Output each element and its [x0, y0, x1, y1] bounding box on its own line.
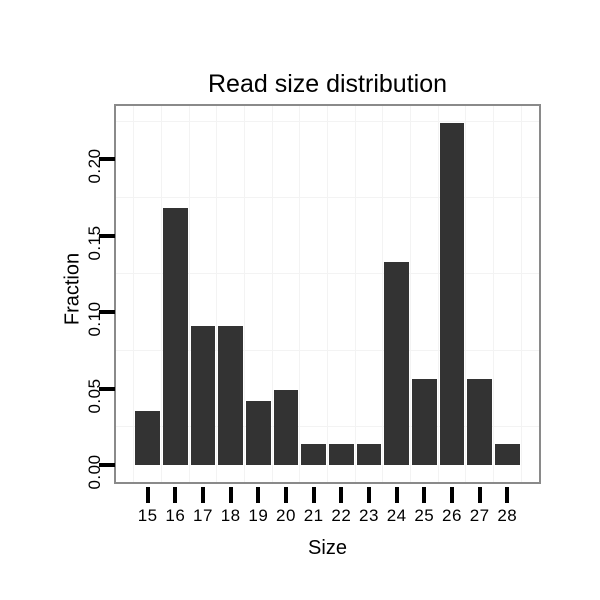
- x-tick-label: 28: [497, 506, 518, 525]
- x-tick-mark: [505, 487, 510, 503]
- vertical-gridline: [437, 106, 439, 482]
- vertical-gridline: [492, 106, 494, 482]
- x-tick-mark: [145, 487, 150, 503]
- y-tick-mark: [99, 157, 115, 162]
- vertical-gridline: [327, 106, 328, 482]
- bar-28: [494, 443, 520, 465]
- vertical-gridline: [161, 106, 162, 482]
- x-tick-label: 17: [193, 506, 213, 525]
- x-tick-mark: [394, 487, 399, 503]
- x-tick-label: 24: [386, 506, 407, 525]
- x-tick-label: 21: [303, 506, 324, 525]
- vertical-gridline: [271, 106, 273, 482]
- y-axis-title: Fraction: [61, 252, 84, 326]
- vertical-gridline: [382, 106, 384, 482]
- x-tick-mark: [256, 487, 261, 503]
- y-tick-mark: [99, 310, 115, 315]
- vertical-gridline: [465, 106, 467, 482]
- x-tick-mark: [339, 487, 344, 503]
- horizontal-gridline: [116, 197, 539, 199]
- vertical-gridline: [188, 106, 190, 482]
- bar-15: [135, 411, 161, 465]
- vertical-gridline: [354, 106, 356, 482]
- vertical-gridline: [299, 106, 301, 482]
- bar-19: [245, 400, 271, 465]
- y-tick-label: 0.05: [85, 377, 104, 414]
- x-tick-label: 25: [414, 506, 435, 525]
- x-tick-mark: [422, 487, 427, 503]
- y-tick-label: 0.10: [85, 301, 104, 337]
- y-tick-mark: [99, 462, 115, 467]
- x-tick-mark: [228, 487, 233, 503]
- plot-panel: [114, 104, 541, 484]
- x-tick-label: 16: [165, 506, 186, 525]
- x-tick-label: 23: [359, 506, 379, 525]
- y-tick-label: 0.15: [85, 225, 104, 261]
- bar-18: [218, 325, 244, 465]
- bar-25: [411, 379, 437, 465]
- vertical-gridline: [133, 106, 135, 482]
- bar-23: [356, 443, 382, 465]
- vertical-gridline: [216, 106, 218, 482]
- x-tick-mark: [449, 487, 454, 503]
- x-axis-title: Size: [308, 537, 347, 559]
- x-tick-mark: [201, 487, 205, 503]
- x-tick-label: 22: [331, 506, 352, 525]
- horizontal-gridline: [116, 349, 539, 351]
- bar-26: [439, 122, 465, 465]
- horizontal-gridline: [116, 426, 539, 428]
- y-tick-mark: [99, 386, 115, 391]
- x-tick-label: 27: [469, 506, 490, 525]
- chart-title: Read size distribution: [207, 70, 447, 98]
- vertical-gridline: [409, 106, 411, 482]
- x-tick-label: 26: [442, 506, 462, 525]
- x-tick-label: 18: [220, 506, 241, 525]
- x-tick-label: 19: [248, 506, 269, 525]
- bar-17: [190, 325, 216, 465]
- x-tick-mark: [311, 487, 316, 503]
- vertical-gridline: [244, 106, 245, 482]
- bar-24: [384, 261, 410, 465]
- bar-20: [273, 390, 299, 465]
- x-tick-label: 20: [276, 506, 296, 525]
- x-tick-label: 15: [137, 506, 158, 525]
- x-tick-mark: [173, 487, 178, 503]
- y-tick-label: 0.00: [85, 454, 104, 490]
- x-tick-mark: [477, 487, 482, 503]
- horizontal-gridline: [116, 273, 539, 275]
- x-tick-mark: [366, 487, 371, 503]
- bar-21: [301, 443, 327, 465]
- bar-22: [328, 443, 354, 465]
- horizontal-gridline: [116, 120, 539, 122]
- bar-27: [467, 379, 493, 465]
- x-tick-mark: [284, 487, 288, 503]
- vertical-gridline: [520, 106, 522, 482]
- bar-16: [162, 208, 188, 465]
- y-tick-mark: [99, 233, 115, 238]
- y-tick-label: 0.20: [85, 148, 104, 184]
